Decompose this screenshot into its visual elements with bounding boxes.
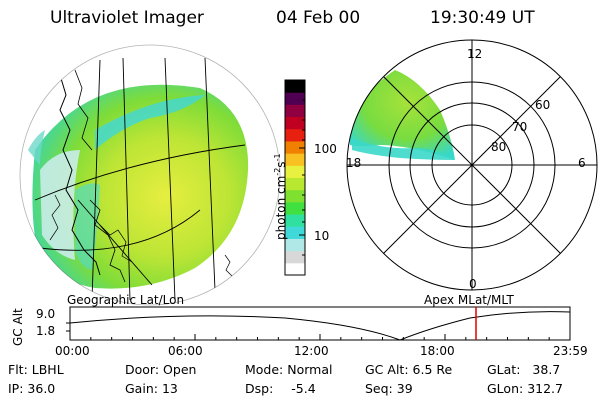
colorbar-swatch [285,201,305,215]
gc-alt-axis-label: GC Alt [11,308,25,346]
info-glon: GLon: 312.7 [487,381,563,396]
colorbar-swatch [285,250,305,264]
info-gc-alt: GC Alt: 6.5 Re [365,362,453,377]
colorbar-swatch [285,104,305,118]
colorbar-swatch [285,116,305,130]
colorbar-frame [284,79,306,276]
info-mode: Mode: Normal [245,362,333,377]
orbit-altitude-curve [69,311,571,341]
info-ip: IP: 36.0 [8,381,56,396]
time-label: 19:30:49 UT [430,8,535,28]
colorbar-swatch [285,238,305,252]
info-seq: Seq: 39 [365,381,413,396]
x-tick-0600: 06:00 [168,344,203,358]
colorbar-swatch [285,177,305,191]
instrument-title: Ultraviolet Imager [50,8,204,28]
mlt-label-6: 6 [578,156,586,170]
apex-title: Apex MLat/MLT [424,293,514,307]
lat-label-60: 60 [535,98,551,112]
colorbar [284,79,306,276]
colorbar-swatch [285,128,305,142]
colorbar-swatch [285,189,305,203]
globe-image [19,44,281,306]
unit-text: photon cm [274,175,288,240]
colorbar-swatch [285,153,305,166]
unit-exp2: -1 [273,153,282,162]
info-flt: Flt: LBHL [8,362,64,377]
info-dsp: Dsp: -5.4 [245,381,316,396]
colorbar-swatch [285,140,305,154]
timeline-plot [66,306,571,341]
unit-s: s [274,161,288,168]
mlt-label-18: 18 [346,156,362,170]
colorbar-swatch [285,262,305,276]
geographic-title: Geographic Lat/Lon [67,293,185,307]
colorbar-tick-10: 10 [314,229,330,243]
unit-exp1: -2 [273,167,282,176]
x-tick-1200: 12:00 [294,344,329,358]
colorbar-swatch [285,226,305,239]
polar-plot [346,39,598,291]
info-door: Door: Open [125,362,197,377]
colorbar-unit-label: photon cm-2s-1 [273,153,288,240]
info-glat: GLat: 38.7 [487,362,561,377]
colorbar-swatch [285,92,305,105]
mlt-label-12: 12 [467,47,483,61]
x-tick-2359: 23:59 [553,344,588,358]
x-tick-0000: 00:00 [55,344,90,358]
lat-label-70: 70 [512,120,528,134]
info-gain: Gain: 13 [125,381,178,396]
mlt-label-0: 0 [469,277,477,291]
y-tick-9: 9.0 [36,307,56,321]
lat-label-80: 80 [491,140,507,154]
x-tick-1800: 18:00 [420,344,455,358]
colorbar-swatch [285,214,305,227]
colorbar-swatch [285,80,305,93]
colorbar-swatch [285,165,305,178]
date-label: 04 Feb 00 [276,8,361,28]
y-tick-1-8: 1.8 [36,324,56,338]
colorbar-tick-100: 100 [314,142,337,156]
